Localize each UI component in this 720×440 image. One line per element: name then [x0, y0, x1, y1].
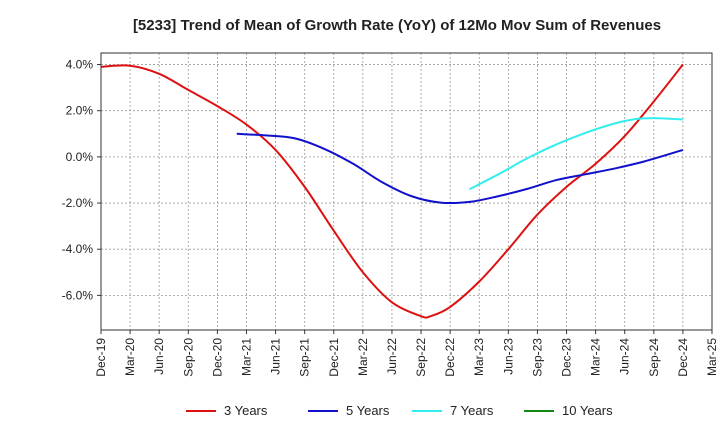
x-axis: Dec-19 Mar-20 Jun-20 Sep-20 Dec-20 Mar-21 Jun-…: [94, 330, 719, 377]
y-axis: 4.0% 2.0% 0.0% -2.0% -4.0% -6.0%: [62, 58, 101, 302]
legend-label: 10 Years: [562, 403, 613, 418]
x-tick-label: Dec-22: [443, 338, 457, 377]
x-tick-label: Sep-20: [181, 338, 195, 377]
legend-label: 5 Years: [346, 403, 390, 418]
y-tick-label: 4.0%: [66, 58, 94, 72]
legend-item-3-years: 3 Years: [186, 403, 268, 418]
x-tick-label: Dec-24: [676, 338, 690, 377]
x-tick-label: Sep-24: [647, 338, 661, 377]
x-tick-label: Sep-23: [530, 338, 544, 377]
legend: 3 Years 5 Years 7 Years 10 Years: [186, 403, 613, 418]
legend-item-7-years: 7 Years: [412, 403, 494, 418]
x-tick-label: Jun-22: [385, 338, 399, 375]
x-tick-label: Dec-19: [94, 338, 108, 377]
x-tick-label: Jun-23: [501, 338, 515, 375]
x-tick-label: Mar-22: [356, 338, 370, 376]
series-layer: [100, 63, 684, 319]
x-tick-label: Jun-24: [618, 338, 632, 375]
y-tick-label: 2.0%: [66, 104, 94, 118]
y-tick-label: -6.0%: [62, 288, 94, 302]
x-tick-label: Jun-20: [152, 338, 166, 375]
series-line-5-years: [236, 132, 684, 205]
grid: [100, 53, 713, 330]
series-line-7-years: [469, 117, 683, 191]
legend-label: 7 Years: [450, 403, 494, 418]
x-tick-label: Dec-21: [327, 338, 341, 377]
x-tick-label: Sep-21: [298, 338, 312, 377]
plot-frame: [100, 52, 713, 331]
x-tick-label: Mar-21: [239, 338, 253, 376]
x-tick-label: Dec-20: [210, 338, 224, 377]
x-tick-label: Mar-24: [589, 338, 603, 376]
x-tick-label: Jun-21: [269, 338, 283, 375]
y-tick-label: -2.0%: [62, 196, 94, 210]
x-tick-label: Mar-23: [472, 338, 486, 376]
y-tick-label: 0.0%: [66, 150, 94, 164]
x-tick-label: Dec-23: [560, 338, 574, 377]
legend-item-10-years: 10 Years: [524, 403, 613, 418]
legend-item-5-years: 5 Years: [308, 403, 390, 418]
legend-label: 3 Years: [224, 403, 268, 418]
y-tick-label: -4.0%: [62, 242, 94, 256]
x-tick-label: Mar-20: [123, 338, 137, 376]
chart-title: [5233] Trend of Mean of Growth Rate (YoY…: [133, 17, 661, 34]
x-tick-label: Mar-25: [705, 338, 719, 376]
x-tick-label: Sep-22: [414, 338, 428, 377]
